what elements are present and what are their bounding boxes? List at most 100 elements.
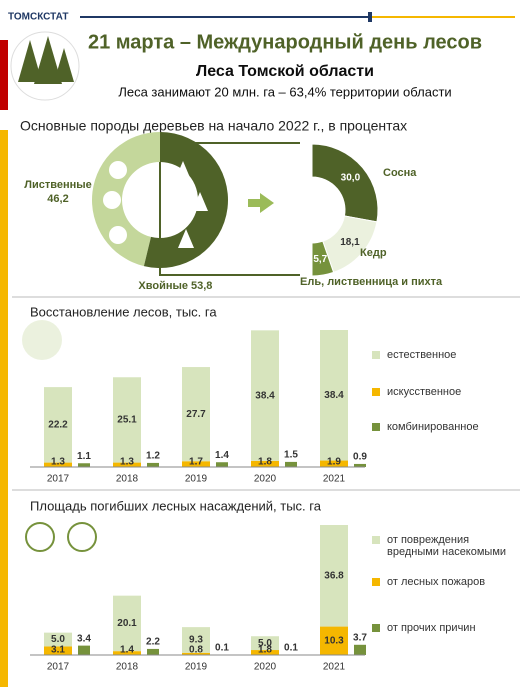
legend-entry: от прочих причин [372,622,512,634]
bar [182,367,210,462]
value-label: 2.2 [146,637,160,648]
value-label: 1.1 [77,451,91,462]
bar [251,636,279,651]
donut-slice [92,132,160,267]
icon [178,229,194,248]
semidonut-slice [311,143,379,223]
value-label: 25.1 [117,415,137,426]
legend-label: естественное [387,349,457,361]
bar [320,330,348,461]
legend-entry: от повреждения вредными насекомыми [372,534,512,558]
value-label: 20.1 [117,618,137,629]
legend-entry: от лесных пожаров [372,576,512,588]
value-label: 5.0 [51,634,65,645]
x-tick-label: 2018 [116,662,139,673]
value-label: 1.3 [51,457,65,468]
icon [175,161,191,180]
value-label: 0.1 [215,642,229,653]
bar [285,461,297,467]
legend-entry: естественное [372,349,512,361]
legend-label: от лесных пожаров [387,576,486,588]
value-label: 1.8 [258,457,272,468]
bar [251,330,279,461]
x-tick-label: 2017 [47,662,70,673]
value-label: 5,7 [313,254,327,265]
value-label: 46,2 [47,193,68,205]
value-label: 3.7 [353,632,367,643]
value-label: 53,8 [191,280,212,292]
value-label: 27.7 [186,409,206,420]
legend-entry: искусственное [372,386,512,398]
legend-label: искусственное [387,386,462,398]
side-stripe [0,40,8,110]
bar [251,650,279,655]
legend-swatch [372,624,380,632]
value-label: 38.4 [255,390,275,401]
bar [44,632,72,647]
bar [113,377,141,463]
logo-trees [18,36,74,84]
legend-entry: комбинированное [372,421,512,433]
legend-label: комбинированное [387,421,479,433]
value-label: 0.9 [353,452,367,463]
chart-title: Основные породы деревьев на начало 2022 … [20,118,407,134]
x-tick-label: 2021 [323,474,346,485]
bar [44,387,72,463]
value-label: 10.3 [324,635,344,646]
bar [147,462,159,467]
x-tick-label: 2021 [323,662,346,673]
bar [44,462,72,467]
legend-label: от повреждения вредными насекомыми [387,534,507,558]
legend-swatch [372,388,380,396]
bar [78,463,90,467]
value-label: 0.1 [284,642,298,653]
bar [113,595,141,652]
bar [147,648,159,655]
icon [192,192,208,211]
bar [182,627,210,653]
bar [113,462,141,467]
x-tick-label: 2020 [254,474,277,485]
icon [67,522,97,552]
bar [182,652,210,655]
bar [320,525,348,627]
donut-slice [143,132,229,268]
side-stripe [0,130,8,687]
bar [216,462,228,467]
note: Леса занимают 20 млн. га – 63,4% террито… [118,84,451,99]
top-rule-marker [368,12,372,22]
value-label: 3.4 [77,633,91,644]
value-label: 1.2 [146,451,160,462]
bar [354,463,366,467]
value-label: 9.3 [189,635,203,646]
bar [44,646,72,655]
bar [320,626,348,655]
chart-title: Восстановление лесов, тыс. га [30,304,217,319]
value-label: 1.4 [215,450,229,461]
value-label: 1.3 [120,457,134,468]
subtitle: Леса Томской области [196,63,374,80]
legend-swatch [372,536,380,544]
agency: ТОМСКСТАТ [8,12,68,23]
bar [320,460,348,467]
bar [78,645,90,655]
legend-swatch [372,578,380,586]
value-label: 3.1 [51,645,65,656]
x-tick-label: 2018 [116,474,139,485]
icon [109,226,127,244]
icon [22,320,62,360]
value-label: 1.4 [120,645,134,656]
value-label: 22.2 [48,419,68,430]
category-label: Сосна [383,167,417,179]
value-label: 0.8 [189,645,203,656]
icon [25,522,55,552]
value-label: 30,0 [341,173,361,184]
legend-label: от прочих причин [387,622,476,634]
value-label: 1.8 [258,645,272,656]
chart-title: Площадь погибших лесных насаждений, тыс.… [30,498,322,513]
category-label: Лиственные [24,179,92,191]
x-tick-label: 2019 [185,662,208,673]
bar [354,644,366,655]
legend-swatch [372,351,380,359]
